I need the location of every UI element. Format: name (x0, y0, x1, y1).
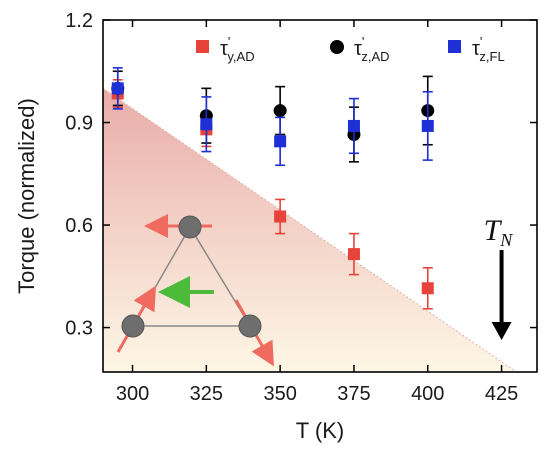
point-2-4 (421, 90, 434, 161)
marker-square (274, 135, 287, 148)
point-2-1 (200, 96, 213, 153)
legend-marker-1 (330, 40, 344, 54)
spin-triangle-inset (116, 214, 274, 367)
x-tick-label-5: 425 (485, 383, 518, 405)
marker-square (347, 248, 360, 261)
tn-arrow-head (491, 322, 512, 340)
x-tick-label-4: 400 (411, 383, 444, 405)
y-tick-label-2: 0.9 (65, 113, 93, 135)
x-tick-label-1: 325 (190, 383, 223, 405)
y-axis-label: Torque (normalized) (14, 98, 39, 294)
legend-marker-2 (448, 40, 461, 53)
inset-node-right (238, 314, 262, 338)
marker-circle (273, 104, 287, 118)
data-points (111, 67, 435, 310)
legend-label-0: τ' y,AD (220, 34, 255, 64)
point-2-0 (111, 67, 124, 110)
x-tick-label-2: 350 (263, 383, 296, 405)
y-tick-label-0: 0.3 (65, 318, 93, 340)
y-tick-label-1: 0.6 (65, 215, 93, 237)
y-tick-label-3: 1.2 (65, 10, 93, 32)
marker-square (111, 82, 124, 95)
point-0-4 (421, 266, 434, 310)
legend-label-2: τ' z,FL (472, 34, 505, 64)
legend: τ' y,AD τ' z,AD τ' z,FL (196, 34, 505, 64)
point-2-2 (274, 116, 287, 167)
marker-square (421, 282, 434, 295)
x-axis-label: T (K) (296, 418, 344, 443)
legend-marker-0 (196, 40, 209, 53)
legend-label-1: τ' z,AD (354, 34, 390, 64)
shading-boundary-line (102, 87, 517, 373)
marker-square (347, 119, 360, 132)
marker-square (274, 210, 287, 223)
point-2-3 (347, 97, 360, 155)
tn-label: TN (484, 214, 514, 250)
x-tick-label-3: 375 (337, 383, 370, 405)
shaded-region (102, 87, 517, 373)
axes: 300 325 350 375 400 425 0.3 0.6 0.9 1.2 T (K) Torqu… (14, 10, 538, 443)
neel-temperature-annotation: TN (484, 214, 514, 340)
point-0-3 (347, 232, 360, 276)
marker-square (421, 119, 434, 132)
inset-node-top (178, 215, 202, 239)
x-tick-label-0: 300 (116, 383, 149, 405)
marker-square (200, 118, 213, 131)
inset-node-left (121, 314, 145, 338)
plot-frame (102, 19, 538, 373)
point-0-2 (274, 198, 287, 235)
